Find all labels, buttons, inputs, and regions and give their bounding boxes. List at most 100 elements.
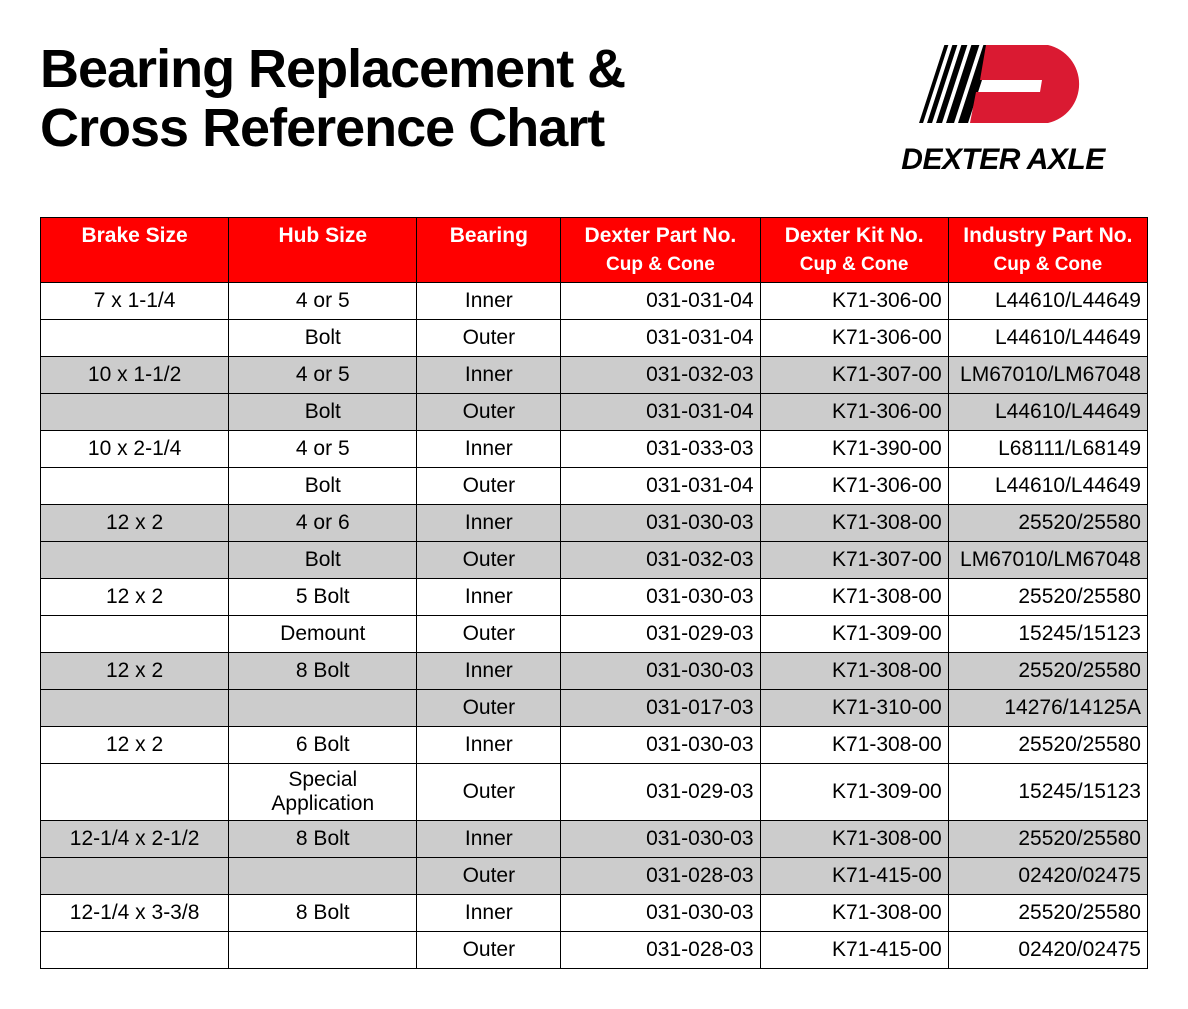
col-header-hub-size: Hub Size [229,218,417,255]
cell-industry-part: 25520/25580 [948,505,1147,542]
cell-hub-size: Demount [229,616,417,653]
cell-dexter-kit: K71-308-00 [760,505,948,542]
col-header-dexter-kit: Dexter Kit No. [760,218,948,255]
cell-bearing: Outer [417,394,561,431]
dexter-logo-icon [898,40,1108,130]
cell-dexter-part: 031-030-03 [561,895,760,932]
cell-dexter-kit: K71-308-00 [760,821,948,858]
table-row: BoltOuter031-031-04K71-306-00L44610/L446… [41,394,1148,431]
cell-bearing: Outer [417,542,561,579]
col-sub-blank [417,254,561,283]
table-row: 12-1/4 x 2-1/28 BoltInner031-030-03K71-3… [41,821,1148,858]
cell-industry-part: 25520/25580 [948,727,1147,764]
cell-bearing: Outer [417,468,561,505]
cell-brake-size: 12 x 2 [41,579,229,616]
cell-brake-size: 10 x 2-1/4 [41,431,229,468]
cell-dexter-part: 031-031-04 [561,468,760,505]
cell-industry-part: 25520/25580 [948,653,1147,690]
cell-industry-part: 25520/25580 [948,821,1147,858]
cell-brake-size [41,320,229,357]
cell-industry-part: 15245/15123 [948,616,1147,653]
cell-industry-part: 02420/02475 [948,858,1147,895]
cell-hub-size: Bolt [229,468,417,505]
cell-brake-size [41,394,229,431]
cell-industry-part: L44610/L44649 [948,283,1147,320]
cell-industry-part: 25520/25580 [948,579,1147,616]
cell-bearing: Inner [417,579,561,616]
cell-bearing: Outer [417,932,561,969]
cell-brake-size [41,468,229,505]
cell-industry-part: 14276/14125A [948,690,1147,727]
cell-brake-size [41,764,229,821]
cell-dexter-part: 031-017-03 [561,690,760,727]
cell-hub-size: Bolt [229,394,417,431]
col-header-dexter-part: Dexter Part No. [561,218,760,255]
cell-dexter-kit: K71-308-00 [760,579,948,616]
cell-dexter-kit: K71-390-00 [760,431,948,468]
cell-dexter-part: 031-030-03 [561,653,760,690]
table-row: Outer031-028-03K71-415-0002420/02475 [41,932,1148,969]
table-row: 12 x 28 BoltInner031-030-03K71-308-00255… [41,653,1148,690]
brand-logo: DEXTER AXLE [858,40,1148,177]
table-row: BoltOuter031-031-04K71-306-00L44610/L446… [41,468,1148,505]
col-sub-cup-cone: Cup & Cone [561,254,760,283]
reference-table: Brake Size Hub Size Bearing Dexter Part … [40,217,1148,969]
cell-dexter-kit: K71-307-00 [760,357,948,394]
col-header-industry-part: Industry Part No. [948,218,1147,255]
cell-brake-size [41,616,229,653]
table-row: 12 x 25 BoltInner031-030-03K71-308-00255… [41,579,1148,616]
cell-dexter-part: 031-033-03 [561,431,760,468]
cell-hub-size: 4 or 5 [229,431,417,468]
cell-brake-size: 7 x 1-1/4 [41,283,229,320]
cell-bearing: Inner [417,895,561,932]
cell-brake-size [41,542,229,579]
cell-dexter-part: 031-031-04 [561,283,760,320]
cell-dexter-part: 031-029-03 [561,616,760,653]
cell-industry-part: L68111/L68149 [948,431,1147,468]
table-row: DemountOuter031-029-03K71-309-0015245/15… [41,616,1148,653]
col-sub-cup-cone: Cup & Cone [948,254,1147,283]
cell-industry-part: L44610/L44649 [948,468,1147,505]
table-row: 7 x 1-1/44 or 5Inner031-031-04K71-306-00… [41,283,1148,320]
cell-brake-size: 12-1/4 x 3-3/8 [41,895,229,932]
cell-dexter-part: 031-028-03 [561,858,760,895]
cell-dexter-kit: K71-307-00 [760,542,948,579]
table-row: 10 x 1-1/24 or 5Inner031-032-03K71-307-0… [41,357,1148,394]
cell-dexter-part: 031-030-03 [561,727,760,764]
brand-name: DEXTER AXLE [858,143,1148,177]
cell-dexter-kit: K71-308-00 [760,895,948,932]
cell-industry-part: LM67010/LM67048 [948,542,1147,579]
col-sub-blank [41,254,229,283]
cell-brake-size: 12 x 2 [41,653,229,690]
cell-brake-size: 10 x 1-1/2 [41,357,229,394]
cell-dexter-part: 031-031-04 [561,394,760,431]
table-row: 12 x 26 BoltInner031-030-03K71-308-00255… [41,727,1148,764]
cell-dexter-kit: K71-310-00 [760,690,948,727]
col-header-bearing: Bearing [417,218,561,255]
cell-dexter-part: 031-030-03 [561,821,760,858]
cell-hub-size: 4 or 5 [229,357,417,394]
cell-dexter-part: 031-028-03 [561,932,760,969]
cell-bearing: Inner [417,357,561,394]
table-row: Outer031-028-03K71-415-0002420/02475 [41,858,1148,895]
cell-hub-size: 4 or 6 [229,505,417,542]
cell-dexter-part: 031-031-04 [561,320,760,357]
table-header: Brake Size Hub Size Bearing Dexter Part … [41,218,1148,283]
cell-dexter-kit: K71-306-00 [760,320,948,357]
cell-dexter-kit: K71-306-00 [760,468,948,505]
cell-bearing: Outer [417,764,561,821]
cell-industry-part: 15245/15123 [948,764,1147,821]
cell-hub-size: 5 Bolt [229,579,417,616]
cell-bearing: Inner [417,431,561,468]
cell-dexter-kit: K71-308-00 [760,727,948,764]
cell-hub-size [229,690,417,727]
table-body: 7 x 1-1/44 or 5Inner031-031-04K71-306-00… [41,283,1148,969]
cell-bearing: Inner [417,283,561,320]
cell-bearing: Outer [417,690,561,727]
cell-dexter-kit: K71-309-00 [760,616,948,653]
cell-hub-size: Bolt [229,320,417,357]
cell-hub-size: 8 Bolt [229,821,417,858]
cell-industry-part: LM67010/LM67048 [948,357,1147,394]
cell-industry-part: 25520/25580 [948,895,1147,932]
col-header-brake-size: Brake Size [41,218,229,255]
